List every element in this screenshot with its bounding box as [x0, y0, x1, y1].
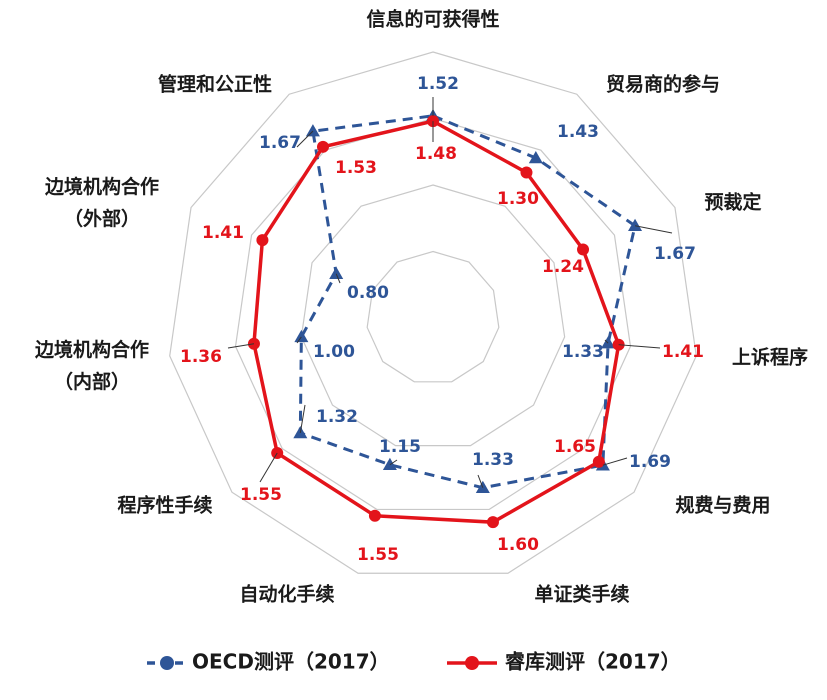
- data-point: [577, 243, 590, 256]
- data-label: 1.41: [202, 223, 244, 243]
- data-point: [305, 124, 320, 137]
- data-point: [256, 234, 269, 247]
- data-label: 1.24: [542, 257, 584, 277]
- leader-line: [618, 344, 661, 349]
- leader-line: [299, 404, 306, 434]
- leader-line: [602, 457, 628, 466]
- data-label: 1.60: [497, 535, 539, 555]
- series-ruiku: [247, 115, 625, 529]
- data-point: [486, 516, 499, 529]
- leader-line: [296, 336, 302, 344]
- grid: [169, 51, 697, 574]
- data-label: 1.36: [180, 347, 222, 367]
- data-label: 1.30: [497, 189, 539, 209]
- data-label: 1.15: [379, 437, 421, 457]
- axis-label: 边境机构合作（内部）: [34, 338, 149, 393]
- legend: OECD测评（2017） 睿库测评（2017）: [147, 650, 681, 674]
- grid-ring-3: [234, 117, 632, 511]
- axis-label: 预裁定: [704, 191, 761, 214]
- data-label: 1.69: [629, 452, 671, 472]
- data-label: 1.67: [259, 133, 301, 153]
- axis-label: 信息的可获得性: [366, 8, 499, 31]
- leader-line: [296, 130, 314, 148]
- data-label: 1.52: [417, 74, 459, 94]
- data-point: [628, 218, 643, 231]
- data-label: 0.80: [347, 283, 389, 303]
- data-point: [316, 140, 329, 153]
- data-label: 1.41: [662, 342, 704, 362]
- data-point: [601, 336, 616, 349]
- data-label: 1.43: [557, 122, 599, 142]
- leader-line: [227, 343, 255, 349]
- value-labels: 1.52 1.43 1.67 1.33 1.69 1.33 1.15 1.32 1.00 0.80…: [180, 74, 704, 565]
- series: [247, 108, 643, 529]
- data-label: 1.32: [316, 407, 358, 427]
- data-label: 1.33: [472, 450, 514, 470]
- data-point: [294, 329, 309, 343]
- data-label: 1.00: [313, 342, 355, 362]
- leader-line: [634, 225, 673, 234]
- data-label: 1.65: [554, 437, 596, 457]
- data-point: [520, 166, 533, 179]
- data-label: 1.67: [654, 244, 696, 264]
- data-label: 1.55: [357, 545, 399, 565]
- legend-label-ruiku: 睿库测评（2017）: [505, 650, 681, 674]
- grid-ring-1: [366, 250, 500, 383]
- grid-ring-4: [169, 51, 697, 574]
- leader-line: [604, 339, 609, 344]
- data-point: [368, 509, 381, 522]
- data-label: 1.33: [562, 342, 604, 362]
- data-label: 1.55: [240, 485, 282, 505]
- data-point: [528, 151, 543, 164]
- series-line: [298, 114, 637, 490]
- data-point: [382, 457, 397, 471]
- legend-marker-ruiku: [465, 656, 479, 670]
- grid-ring-2: [300, 184, 566, 447]
- data-point: [329, 266, 344, 280]
- series-line: [252, 119, 621, 524]
- data-label: 1.48: [415, 144, 457, 164]
- axis-label: 自动化手续: [239, 583, 334, 606]
- leader-line: [335, 273, 341, 284]
- data-point: [592, 455, 605, 468]
- axis-label: 贸易商的参与: [606, 73, 720, 96]
- legend-marker-oecd: [160, 656, 174, 670]
- legend-label-oecd: OECD测评（2017）: [192, 650, 390, 674]
- axis-label: 上诉程序: [732, 346, 808, 369]
- axis-label: 边境机构合作（外部）: [44, 175, 159, 230]
- leader-line: [477, 474, 484, 488]
- axis-label: 单证类手续: [534, 583, 629, 606]
- axis-label: 程序性手续: [117, 494, 212, 517]
- leader-line: [259, 452, 278, 483]
- axis-label: 规费与费用: [675, 494, 770, 517]
- leader-line: [389, 459, 398, 466]
- data-label: 1.53: [335, 158, 377, 178]
- axis-label: 管理和公正性: [158, 73, 272, 96]
